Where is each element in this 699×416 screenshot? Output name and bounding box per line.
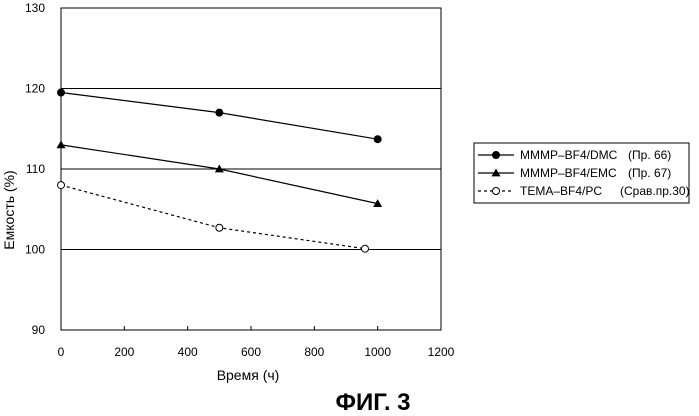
y-tick-label: 110 — [26, 162, 45, 176]
x-tick-label: 1000 — [364, 345, 391, 359]
x-tick-label: 400 — [178, 345, 198, 359]
series-1 — [58, 89, 382, 143]
x-tick-label: 0 — [58, 345, 65, 359]
x-tick-label: 1200 — [428, 345, 455, 359]
series-line — [61, 185, 365, 249]
series-group — [57, 89, 383, 252]
y-tick-label: 90 — [32, 323, 46, 337]
data-point — [374, 136, 381, 143]
series-2 — [57, 140, 383, 207]
y-tick-label: 100 — [25, 243, 45, 257]
grid-lines — [61, 89, 441, 250]
data-point — [57, 140, 66, 148]
legend-series-note: (Срав.пр.30) — [620, 184, 690, 198]
legend-series-name: MMMP–BF4/EMC — [520, 166, 617, 180]
legend: MMMP–BF4/DMC (Пр. 66) MMMP–BF4/EMC (Пр. 67)… — [474, 143, 690, 203]
y-axis-ticks: 90 100 110 120 130 — [25, 1, 45, 337]
legend-marker — [493, 152, 500, 159]
y-axis-label: Емкость (%) — [1, 170, 17, 249]
x-axis-ticks: 0 200 400 600 800 1000 1200 — [58, 326, 455, 359]
y-tick-label: 130 — [25, 1, 45, 15]
data-point — [58, 182, 65, 189]
x-axis-label: Время (ч) — [217, 367, 280, 383]
legend-series-name: TEMA–BF4/PC — [520, 184, 602, 198]
legend-marker — [493, 188, 500, 195]
data-point — [362, 245, 369, 252]
x-tick-label: 600 — [241, 345, 261, 359]
legend-series-note: (Пр. 66) — [628, 148, 671, 162]
series-line — [61, 145, 378, 204]
legend-series-note: (Пр. 67) — [628, 166, 671, 180]
series-3 — [58, 182, 369, 253]
data-point — [216, 109, 223, 116]
x-tick-label: 200 — [114, 345, 134, 359]
x-tick-label: 800 — [304, 345, 324, 359]
legend-series-name: MMMP–BF4/DMC — [520, 148, 618, 162]
data-point — [216, 224, 223, 231]
y-tick-label: 120 — [25, 82, 45, 96]
figure-caption: ФИГ. 3 — [335, 389, 410, 416]
data-point — [58, 89, 65, 96]
